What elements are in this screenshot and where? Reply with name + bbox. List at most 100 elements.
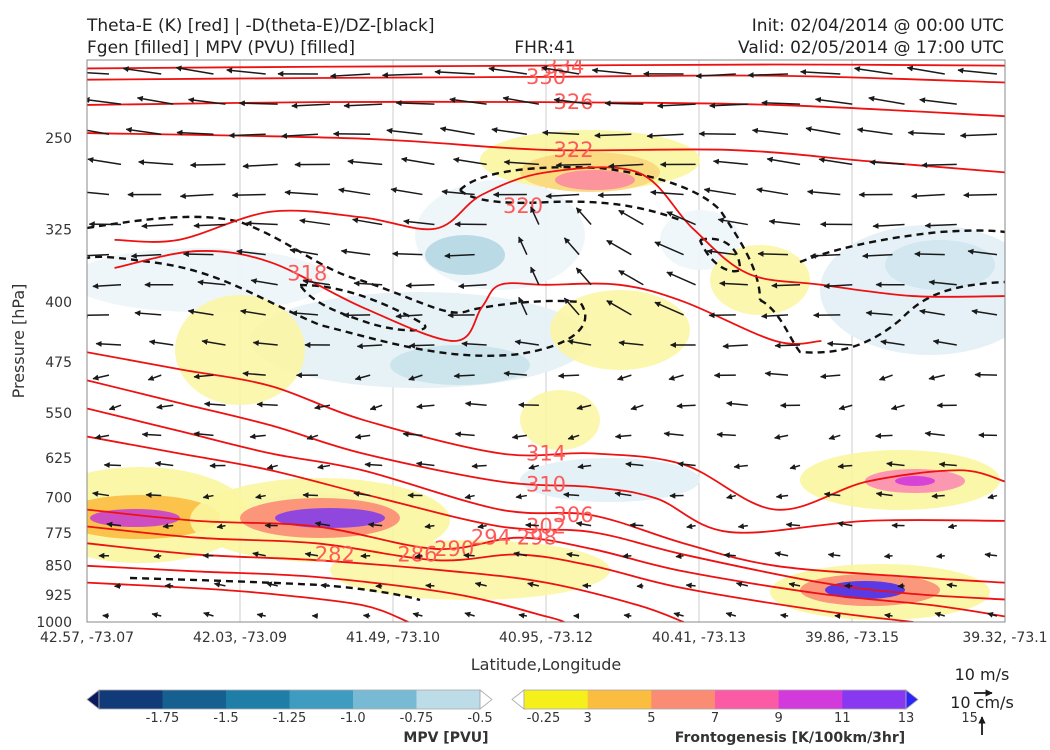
wind-vector — [716, 431, 736, 438]
wind-vector — [187, 308, 214, 316]
wind-vector — [343, 102, 383, 109]
wind-vector — [717, 217, 748, 226]
wind-vector — [176, 129, 214, 136]
colorbar-segment — [226, 690, 290, 709]
wind-vector — [203, 611, 214, 618]
wind-vector — [528, 463, 540, 470]
wind-vector — [87, 129, 110, 135]
x-tick-label: 42.03, -73.09 — [193, 630, 287, 646]
wind-vector — [733, 463, 748, 470]
wind-vector — [907, 129, 945, 136]
wind-vector — [542, 129, 580, 136]
wind-vector — [785, 521, 801, 528]
wind-vector — [403, 218, 435, 226]
wind-vector — [434, 69, 475, 76]
wind-vector — [415, 460, 435, 467]
wind-vector — [464, 611, 475, 618]
wind-vector — [503, 159, 539, 166]
wind-vector — [364, 461, 383, 468]
wind-vector — [800, 69, 841, 76]
wind-vector — [934, 611, 945, 618]
theta-e-contour-330 — [87, 74, 1005, 84]
wind-vector — [514, 339, 539, 346]
wind-vector — [414, 553, 423, 560]
wind-vector — [706, 248, 736, 256]
wind-vector — [924, 430, 945, 437]
wind-vector — [530, 266, 540, 286]
wind-vector — [563, 297, 580, 316]
wind-vector — [189, 162, 226, 169]
wind-vector — [984, 552, 998, 558]
wind-vector — [723, 552, 736, 559]
wind-vector — [390, 187, 423, 196]
wind-vector — [919, 308, 945, 316]
y-tick-label: 775 — [45, 526, 72, 542]
wind-vector — [87, 97, 122, 105]
x-tick-label: 40.41, -73.13 — [652, 630, 746, 646]
wind-vector — [553, 97, 592, 105]
wind-vector — [362, 612, 371, 619]
wind-vector — [236, 248, 266, 256]
wind-vector — [193, 373, 214, 380]
colorbar-segment — [842, 690, 907, 709]
wind-vector — [179, 193, 214, 200]
wind-vector — [464, 400, 487, 407]
wind-vector — [986, 611, 998, 618]
theta-e-label-306: 306 — [553, 503, 593, 527]
wind-vector — [503, 370, 527, 377]
wind-vector — [525, 522, 539, 529]
wind-vector — [352, 217, 383, 226]
colorbar-tick-label: -1.0 — [340, 711, 365, 726]
wind-vector — [314, 521, 331, 527]
wind-vector — [719, 280, 748, 287]
frontogenesis-colorbar-title: Frontogenesis [K/100km/3hr] — [675, 730, 905, 746]
wind-vector — [616, 374, 632, 381]
x-tick-label: 39.32, -73.1 — [962, 630, 1047, 646]
wind-vector — [153, 553, 162, 560]
wind-vector — [914, 251, 945, 258]
wind-vector — [712, 158, 748, 166]
wind-vector — [329, 72, 371, 79]
wind-vector — [151, 612, 162, 619]
theta-e-label-320: 320 — [503, 194, 543, 218]
wind-vector — [256, 612, 266, 619]
wind-vector — [936, 553, 945, 560]
y-tick-label: 550 — [45, 406, 72, 422]
wind-vector — [130, 252, 162, 259]
wind-vector — [928, 374, 945, 381]
colorbar-tick-label: 7 — [711, 711, 719, 726]
wind-vector — [575, 267, 592, 286]
wind-vector — [761, 313, 789, 320]
wind-vector — [774, 342, 801, 349]
wind-vector — [838, 404, 853, 411]
colorbar-segment — [162, 690, 227, 709]
theta-e-contour-306 — [87, 407, 1005, 584]
wind-vector — [87, 157, 122, 166]
wind-vector — [567, 338, 592, 346]
wind-vector — [156, 403, 174, 410]
wind-vector — [122, 66, 162, 75]
wind-vector — [656, 102, 696, 109]
wind-vector — [187, 97, 226, 105]
wind-vector — [566, 551, 580, 558]
colorbar-extend-right — [479, 689, 493, 710]
wind-vector — [747, 72, 789, 79]
wind-vector — [872, 222, 905, 229]
wind-vector — [726, 493, 737, 500]
wind-vector — [314, 404, 331, 411]
wind-vector — [347, 158, 383, 166]
wind-vector — [906, 65, 945, 75]
wind-vector — [837, 463, 853, 470]
wind-vector — [698, 130, 736, 137]
wind-vector — [686, 523, 696, 530]
wind-vector — [202, 493, 214, 500]
wind-key-vertical-label: 10 cm/s — [950, 693, 1014, 712]
wind-vector — [228, 132, 266, 139]
wind-vector — [883, 553, 893, 560]
wind-vector — [563, 491, 580, 498]
plot-area: 3343303263223203183143103063022982942902… — [86, 59, 1006, 623]
theta-e-contour-282 — [87, 581, 409, 622]
theta-e-contour-326 — [87, 100, 1005, 118]
wind-vector — [774, 434, 789, 440]
y-axis-ticks: 250 325 400 475 550 625 700 775 850 925 1000 — [36, 131, 72, 631]
